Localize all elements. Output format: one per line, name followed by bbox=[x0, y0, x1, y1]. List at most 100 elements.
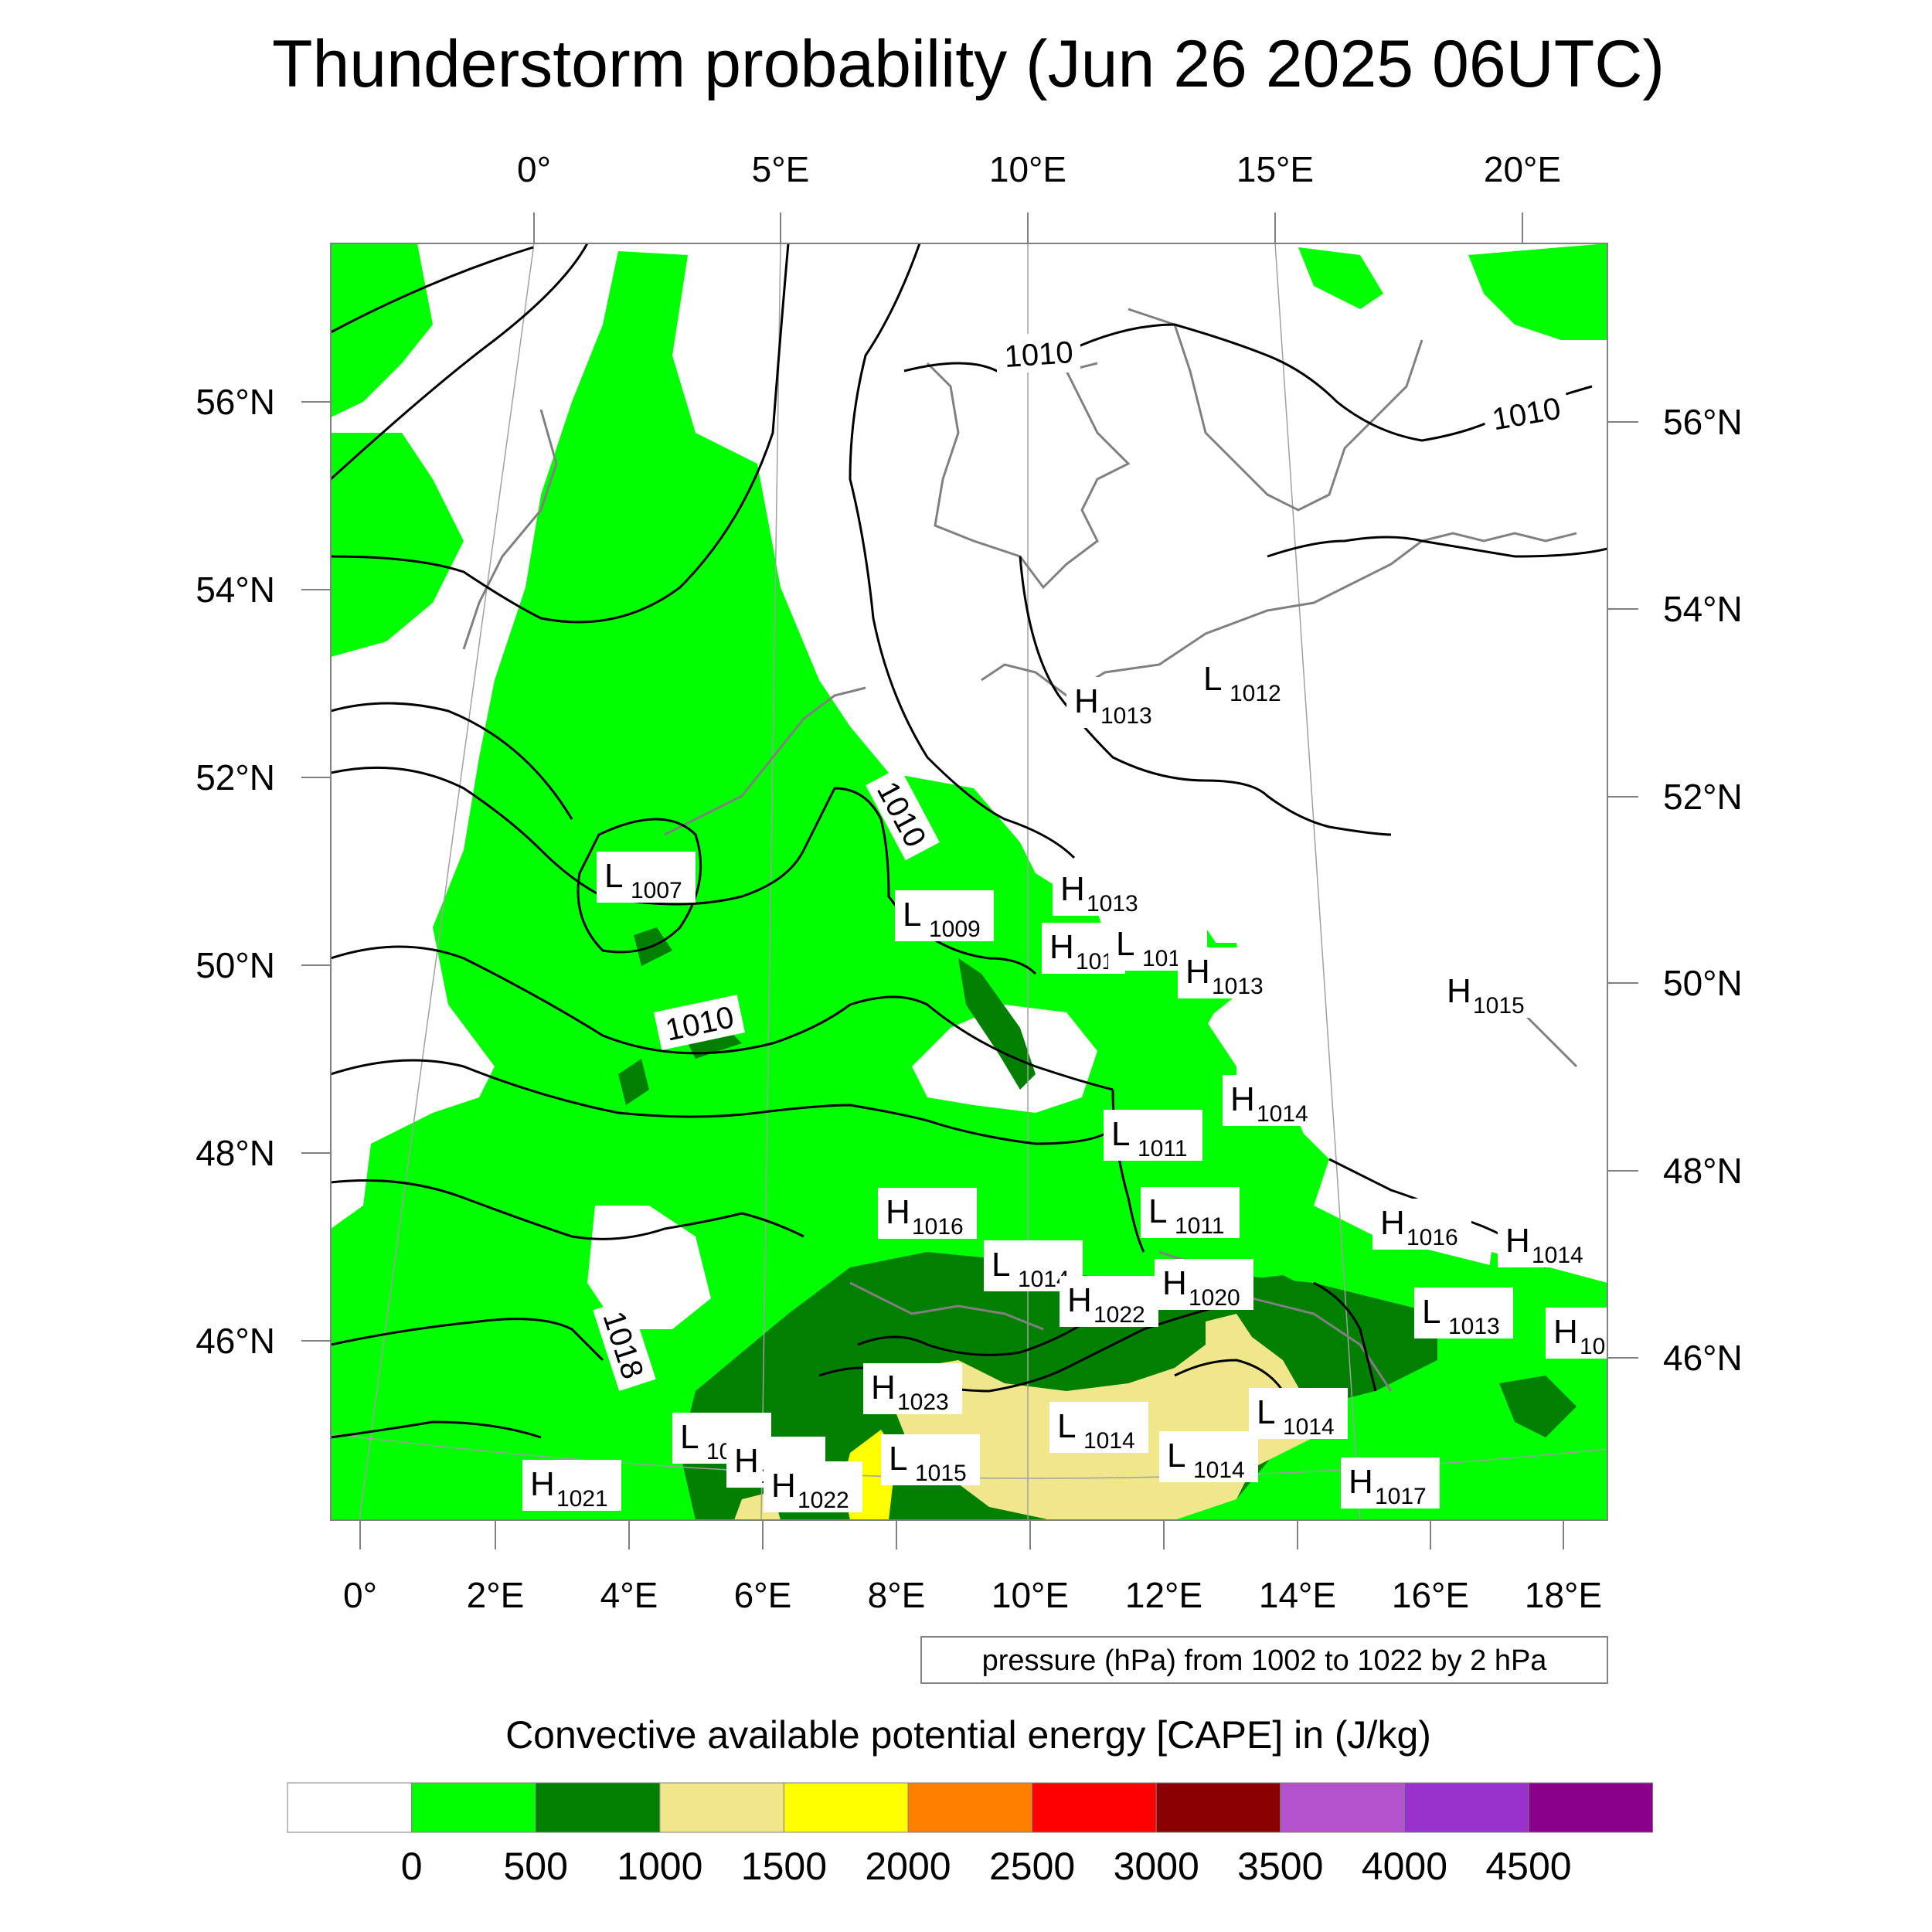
low-pressure-center: L 1009 bbox=[895, 890, 994, 942]
svg-text:H: H bbox=[1162, 1264, 1187, 1302]
low-pressure-center: L 1011 bbox=[1104, 1110, 1202, 1162]
bottom-lon-label: 14°E bbox=[1259, 1575, 1336, 1615]
top-lon-label: 15°E bbox=[1236, 149, 1314, 189]
bottom-lon-label: 6°E bbox=[734, 1575, 792, 1615]
left-lat-label: 54°N bbox=[196, 570, 275, 610]
svg-text:L: L bbox=[903, 896, 921, 934]
svg-text:H: H bbox=[1380, 1204, 1405, 1242]
bottom-lon-label: 16°E bbox=[1392, 1575, 1469, 1615]
svg-text:L: L bbox=[992, 1246, 1010, 1284]
colorbar-tick-label: 1000 bbox=[617, 1845, 702, 1888]
svg-text:1022: 1022 bbox=[1094, 1302, 1145, 1328]
contour-label-1010-b: 1010 bbox=[1481, 386, 1572, 440]
svg-text:1010: 1010 bbox=[1003, 335, 1074, 374]
right-lat-label: 54°N bbox=[1663, 589, 1743, 629]
svg-text:1013: 1013 bbox=[1100, 703, 1152, 729]
svg-text:H: H bbox=[871, 1369, 896, 1406]
right-lat-label: 50°N bbox=[1663, 963, 1743, 1003]
bottom-lon-label: 2°E bbox=[467, 1575, 525, 1615]
colorbar-tick-label: 2000 bbox=[865, 1845, 951, 1888]
right-lat-label: 56°N bbox=[1663, 402, 1743, 442]
pressure-note-text: pressure (hPa) from 1002 to 1022 by 2 hP… bbox=[982, 1645, 1548, 1677]
svg-text:L: L bbox=[604, 857, 623, 895]
svg-text:1014: 1014 bbox=[1083, 1428, 1135, 1454]
svg-text:10: 10 bbox=[1580, 1334, 1605, 1359]
svg-text:1015: 1015 bbox=[1473, 993, 1525, 1019]
svg-text:H: H bbox=[530, 1465, 555, 1503]
svg-text:L: L bbox=[1257, 1393, 1275, 1431]
svg-text:L: L bbox=[680, 1418, 699, 1456]
high-pressure-center: H 1022 bbox=[764, 1461, 862, 1513]
svg-text:H: H bbox=[1447, 972, 1471, 1010]
high-pressure-center: H 1023 bbox=[863, 1363, 962, 1415]
svg-text:1016: 1016 bbox=[1406, 1225, 1458, 1250]
colorbar: 0 500 1000 1500 2000 2500 3000 3500 4000 4500 bbox=[287, 1782, 1654, 1888]
svg-text:L: L bbox=[1116, 925, 1134, 963]
svg-text:L: L bbox=[889, 1440, 907, 1478]
svg-text:L: L bbox=[1057, 1407, 1076, 1445]
svg-text:1014: 1014 bbox=[1532, 1243, 1583, 1268]
contour-label-1010-a: 1010 bbox=[997, 334, 1080, 374]
bottom-lon-label: 12°E bbox=[1125, 1575, 1202, 1615]
svg-text:1012: 1012 bbox=[1230, 681, 1281, 706]
colorbar-swatch bbox=[1528, 1782, 1654, 1833]
svg-text:H: H bbox=[1553, 1313, 1578, 1351]
colorbar-swatch bbox=[1155, 1782, 1281, 1833]
top-lon-label: 0° bbox=[517, 149, 551, 189]
bottom-lon-label: 18°E bbox=[1525, 1575, 1602, 1615]
top-lon-label: 20°E bbox=[1484, 149, 1561, 189]
svg-text:1016: 1016 bbox=[912, 1214, 964, 1240]
low-pressure-center: L 1007 bbox=[597, 852, 696, 903]
colorbar-swatch bbox=[287, 1782, 413, 1833]
svg-text:L: L bbox=[1422, 1293, 1440, 1331]
map-title: Thunderstorm probability (Jun 26 2025 06… bbox=[272, 27, 1665, 101]
svg-text:1015: 1015 bbox=[915, 1461, 967, 1486]
low-pressure-center: L 1014 bbox=[1159, 1431, 1258, 1483]
svg-text:1020: 1020 bbox=[1189, 1285, 1240, 1311]
high-pressure-center: H 1015 bbox=[1439, 967, 1538, 1019]
high-pressure-center: H 1014 bbox=[1498, 1216, 1597, 1268]
svg-text:L: L bbox=[1203, 660, 1222, 698]
high-pressure-center: H 1017 bbox=[1341, 1458, 1440, 1509]
colorbar-tick-label: 3000 bbox=[1114, 1845, 1199, 1888]
right-lat-label: 48°N bbox=[1663, 1151, 1743, 1191]
svg-text:1021: 1021 bbox=[556, 1486, 608, 1512]
svg-text:H: H bbox=[1185, 953, 1210, 991]
right-lat-label: 46°N bbox=[1663, 1338, 1743, 1378]
left-lat-label: 50°N bbox=[196, 945, 275, 985]
colorbar-swatch bbox=[535, 1782, 661, 1833]
high-pressure-center: H 1021 bbox=[522, 1460, 621, 1512]
right-lat-label: 52°N bbox=[1663, 777, 1743, 817]
svg-text:1022: 1022 bbox=[798, 1488, 849, 1513]
colorbar-tick-label: 0 bbox=[401, 1845, 423, 1888]
colorbar-swatch bbox=[907, 1782, 1033, 1833]
colorbar-tick-label: 3500 bbox=[1237, 1845, 1323, 1888]
svg-text:H: H bbox=[886, 1193, 910, 1231]
svg-text:1014: 1014 bbox=[1283, 1414, 1335, 1440]
svg-text:1017: 1017 bbox=[1375, 1484, 1427, 1509]
colorbar-title: Convective available potential energy [C… bbox=[505, 1713, 1431, 1757]
svg-text:H: H bbox=[1505, 1222, 1530, 1260]
bottom-lon-label: 0° bbox=[343, 1575, 377, 1615]
svg-text:H: H bbox=[1074, 682, 1099, 720]
svg-text:1023: 1023 bbox=[897, 1389, 949, 1415]
colorbar-tick-label: 2500 bbox=[989, 1845, 1075, 1888]
low-pressure-center: L 1014 bbox=[1249, 1388, 1348, 1440]
low-pressure-center: L 1014 bbox=[1049, 1402, 1148, 1454]
colorbar-swatch bbox=[659, 1782, 784, 1833]
svg-text:1013: 1013 bbox=[1448, 1314, 1500, 1339]
low-pressure-center: L 1011 bbox=[1141, 1187, 1240, 1239]
svg-text:L: L bbox=[1167, 1437, 1185, 1475]
top-lon-label: 5°E bbox=[752, 149, 810, 189]
svg-text:1014: 1014 bbox=[1257, 1101, 1308, 1127]
svg-text:1014: 1014 bbox=[1193, 1458, 1245, 1483]
map-axes: 0° 5°E 10°E 15°E 20°E 56°N 54°N 52°N 50°N 48°N 46°… bbox=[196, 149, 1743, 1615]
svg-text:H: H bbox=[771, 1467, 796, 1505]
svg-text:H: H bbox=[1067, 1281, 1092, 1319]
svg-text:H: H bbox=[1060, 870, 1085, 908]
svg-text:1009: 1009 bbox=[929, 917, 981, 942]
high-pressure-center: H 1022 bbox=[1060, 1276, 1158, 1328]
low-pressure-center: L 1012 bbox=[1196, 655, 1294, 706]
